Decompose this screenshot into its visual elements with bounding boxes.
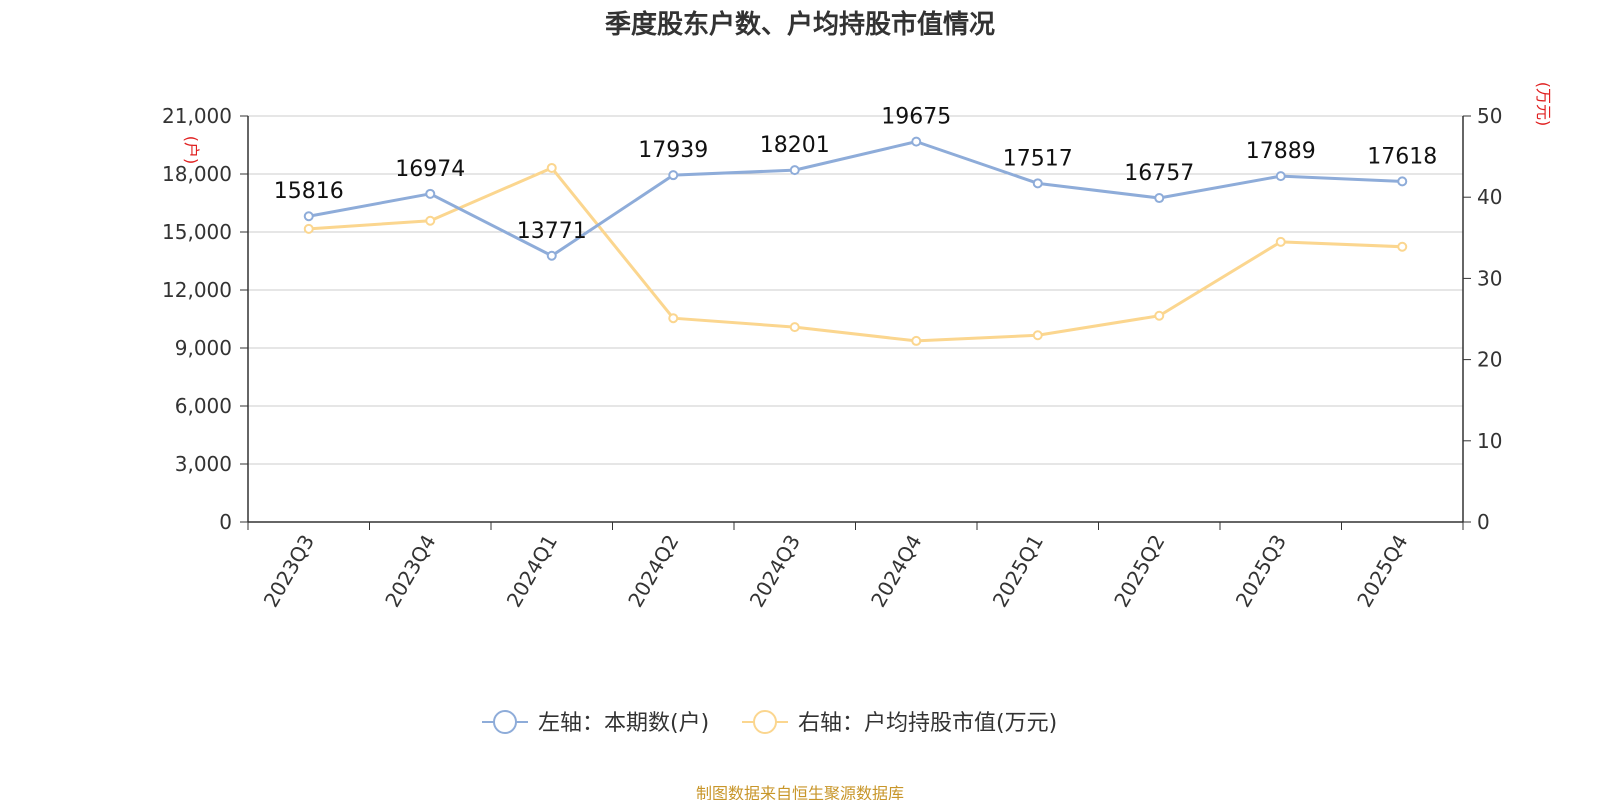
data-source-credit: 制图数据来自恒生聚源数据库	[695, 784, 904, 800]
x-axis-category-label: 2023Q4	[380, 531, 440, 612]
data-point-avg-holding-value	[303, 223, 314, 234]
legend[interactable]: 左轴：本期数(户) 右轴：户均持股市值(万元)	[482, 710, 1057, 736]
data-label: 17939	[638, 138, 708, 163]
data-point-shareholder-count	[1275, 171, 1286, 182]
data-labels: 15816 16974 13771 17939 18201 19675 17517 16757…	[274, 105, 1438, 244]
data-point-avg-holding-value	[911, 335, 922, 346]
right-axis-tick-label: 30	[1477, 266, 1502, 290]
data-point-avg-holding-value	[1275, 236, 1286, 247]
legend-label: 左轴：本期数(户)	[538, 711, 709, 736]
data-point-shareholder-count	[1032, 178, 1043, 189]
legend-label: 右轴：户均持股市值(万元)	[798, 711, 1057, 736]
data-point-avg-holding-value	[789, 322, 800, 333]
x-axis-category-label: 2023Q3	[259, 531, 319, 612]
data-label: 13771	[517, 219, 587, 244]
data-point-avg-holding-value	[668, 313, 679, 324]
right-axis-unit-label: (万元)	[1534, 82, 1553, 127]
data-label: 18201	[760, 133, 830, 158]
left-axis-tick-label: 3,000	[175, 452, 232, 476]
left-axis-tick-label: 15,000	[162, 220, 232, 244]
data-label: 16974	[395, 157, 465, 182]
x-axis-category-label: 2024Q3	[745, 531, 805, 612]
right-axis-tick-label: 50	[1477, 104, 1502, 128]
data-point-avg-holding-value	[1154, 310, 1165, 321]
data-label: 16757	[1124, 161, 1194, 186]
left-axis-tick-label: 0	[219, 510, 232, 534]
left-axis-tick-label: 21,000	[162, 104, 232, 128]
legend-marker-icon	[493, 710, 517, 734]
x-axis-category-label: 2025Q3	[1231, 531, 1291, 612]
legend-marker-icon	[753, 710, 777, 734]
data-point-shareholder-count	[425, 188, 436, 199]
data-point-shareholder-count	[668, 170, 679, 181]
axes: 0 3,000 6,000 9,000 12,000 15,000 18,000 21,000…	[162, 82, 1553, 611]
left-axis-tick-label: 6,000	[175, 394, 232, 418]
data-point-avg-holding-value	[1397, 241, 1408, 252]
series-lines	[303, 136, 1408, 346]
data-label: 17618	[1367, 144, 1437, 169]
right-axis-tick-label: 0	[1477, 510, 1490, 534]
x-axis-category-label: 2025Q4	[1352, 531, 1412, 612]
x-axis-category-label: 2024Q1	[502, 531, 562, 612]
data-point-shareholder-count	[789, 165, 800, 176]
left-axis-tick-label: 12,000	[162, 278, 232, 302]
data-point-avg-holding-value	[1032, 330, 1043, 341]
data-point-avg-holding-value	[546, 162, 557, 173]
left-axis-unit-label: (户)	[182, 136, 201, 165]
data-point-shareholder-count	[911, 136, 922, 147]
data-label: 17889	[1246, 139, 1316, 164]
data-label: 19675	[881, 105, 951, 130]
data-label: 15816	[274, 179, 344, 204]
chart-title: 季度股东户数、户均持股市值情况	[604, 10, 995, 40]
legend-item[interactable]: 左轴：本期数(户)	[482, 710, 709, 736]
right-axis-tick-label: 10	[1477, 429, 1502, 453]
left-axis-tick-label: 18,000	[162, 162, 232, 186]
left-axis-tick-label: 9,000	[175, 336, 232, 360]
data-label: 17517	[1003, 146, 1073, 171]
x-axis-category-label: 2024Q2	[623, 531, 683, 612]
right-axis-tick-label: 40	[1477, 185, 1502, 209]
data-point-shareholder-count	[1397, 176, 1408, 187]
data-point-shareholder-count	[1154, 193, 1165, 204]
data-point-shareholder-count	[546, 250, 557, 261]
x-axis-category-label: 2025Q2	[1109, 531, 1169, 612]
data-point-shareholder-count	[303, 211, 314, 222]
series-line-shareholder-count	[308, 140, 1403, 258]
x-axis-category-label: 2025Q1	[988, 531, 1048, 612]
series-line-avg-holding-value	[308, 166, 1403, 343]
data-point-avg-holding-value	[425, 215, 436, 226]
grid-lines	[248, 115, 1463, 465]
legend-item[interactable]: 右轴：户均持股市值(万元)	[742, 710, 1057, 736]
x-axis-category-label: 2024Q4	[866, 531, 926, 612]
right-axis-tick-label: 20	[1477, 348, 1502, 372]
